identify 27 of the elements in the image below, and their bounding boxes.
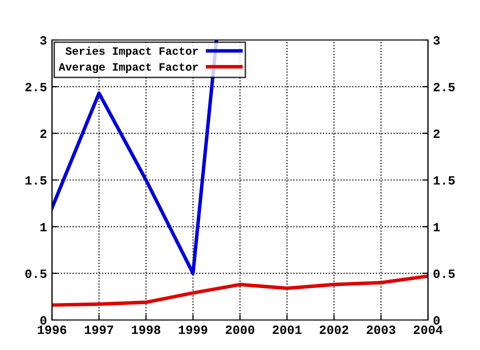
y-tick-label: 1.5	[25, 176, 46, 185]
x-tick-label: 2002	[320, 326, 348, 334]
x-tick-label: 1998	[132, 326, 160, 334]
x-tick-label: 2003	[366, 326, 396, 334]
legend-label: Series Impact Factor	[66, 46, 198, 58]
x-tick-label: 1997	[84, 326, 114, 334]
y-tick-label: 1	[40, 222, 47, 232]
y-tick-label: 2.5	[25, 82, 46, 92]
x-tick-label: 1996	[38, 326, 66, 334]
y2-tick-label: 0.5	[434, 270, 455, 278]
y-tick-label: 3	[40, 36, 47, 45]
y2-tick-label: 3	[433, 36, 440, 45]
y-tick-label: 2	[40, 130, 46, 138]
x-tick-label: 1999	[178, 326, 208, 334]
y-tick-label: 0	[40, 316, 46, 325]
y2-tick-label: 0	[434, 316, 440, 325]
y2-tick-label: 2.5	[434, 82, 455, 92]
y2-tick-label: 2	[434, 130, 440, 138]
line-series	[52, 274, 428, 307]
y-tick-label: 0.5	[25, 270, 46, 278]
x-tick-label: 2001	[272, 326, 302, 334]
legend-label: Average Impact Factor	[58, 63, 198, 73]
line-series	[52, 40, 218, 276]
y2-tick-label: 1.5	[434, 176, 455, 185]
y2-tick-label: 1	[434, 222, 440, 232]
x-tick-label: 2004	[414, 326, 443, 334]
x-tick-label: 2000	[226, 326, 254, 334]
